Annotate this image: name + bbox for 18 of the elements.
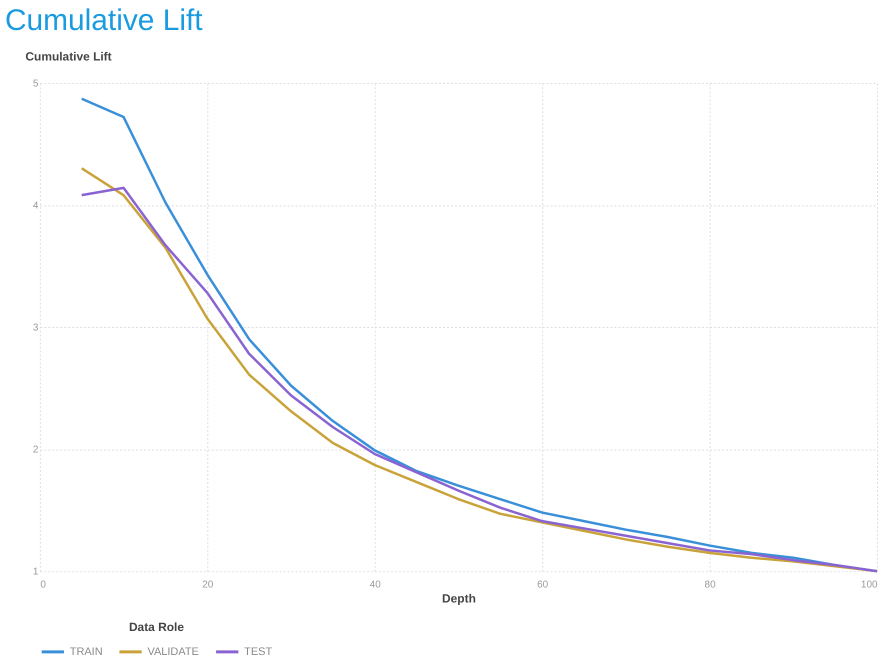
y-tick-label: 3 (32, 322, 39, 334)
x-tick-label: 100 (860, 580, 878, 591)
legend-label: TEST (244, 646, 272, 656)
y-tick-label: 2 (32, 444, 39, 456)
legend-title: Data Role (128, 620, 184, 634)
y-tick-label: 5 (32, 78, 39, 90)
x-tick-label: 60 (537, 580, 549, 591)
x-tick-label: 40 (370, 580, 382, 591)
legend-label: VALIDATE (148, 646, 199, 656)
x-tick-label: 80 (704, 580, 716, 591)
chart-title: Cumulative Lift (4, 4, 204, 38)
legend-label: TRAIN (70, 646, 103, 656)
y-axis-title: Cumulative Lift (25, 49, 112, 64)
y-tick-label: 4 (32, 200, 39, 212)
x-axis-title: Depth (442, 592, 476, 606)
x-tick-label: 20 (202, 580, 214, 591)
y-tick-label: 1 (32, 566, 39, 578)
x-tick-label: 0 (40, 580, 46, 591)
